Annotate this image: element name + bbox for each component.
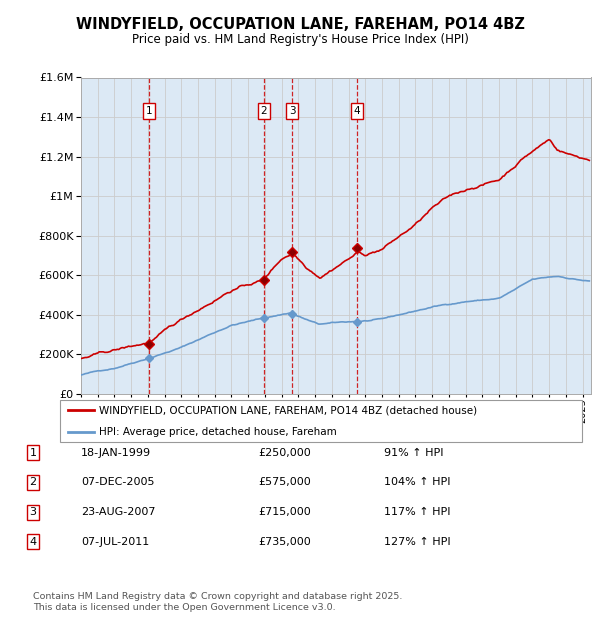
Text: 3: 3 bbox=[29, 507, 37, 517]
Text: £250,000: £250,000 bbox=[258, 448, 311, 458]
Text: WINDYFIELD, OCCUPATION LANE, FAREHAM, PO14 4BZ (detached house): WINDYFIELD, OCCUPATION LANE, FAREHAM, PO… bbox=[99, 405, 477, 415]
Text: 117% ↑ HPI: 117% ↑ HPI bbox=[384, 507, 451, 517]
Text: HPI: Average price, detached house, Fareham: HPI: Average price, detached house, Fare… bbox=[99, 427, 337, 436]
Text: 4: 4 bbox=[29, 537, 37, 547]
Text: 2: 2 bbox=[29, 477, 37, 487]
Text: 1: 1 bbox=[29, 448, 37, 458]
Text: Contains HM Land Registry data © Crown copyright and database right 2025.: Contains HM Land Registry data © Crown c… bbox=[33, 592, 403, 601]
Text: 07-JUL-2011: 07-JUL-2011 bbox=[81, 537, 149, 547]
Text: 104% ↑ HPI: 104% ↑ HPI bbox=[384, 477, 451, 487]
Text: £575,000: £575,000 bbox=[258, 477, 311, 487]
Text: 91% ↑ HPI: 91% ↑ HPI bbox=[384, 448, 443, 458]
Text: 3: 3 bbox=[289, 106, 296, 116]
Text: 4: 4 bbox=[354, 106, 361, 116]
Text: WINDYFIELD, OCCUPATION LANE, FAREHAM, PO14 4BZ: WINDYFIELD, OCCUPATION LANE, FAREHAM, PO… bbox=[76, 17, 524, 32]
Text: 23-AUG-2007: 23-AUG-2007 bbox=[81, 507, 155, 517]
Text: This data is licensed under the Open Government Licence v3.0.: This data is licensed under the Open Gov… bbox=[33, 603, 335, 612]
Text: £715,000: £715,000 bbox=[258, 507, 311, 517]
Text: 127% ↑ HPI: 127% ↑ HPI bbox=[384, 537, 451, 547]
Text: 1: 1 bbox=[145, 106, 152, 116]
Text: £735,000: £735,000 bbox=[258, 537, 311, 547]
Text: Price paid vs. HM Land Registry's House Price Index (HPI): Price paid vs. HM Land Registry's House … bbox=[131, 33, 469, 45]
FancyBboxPatch shape bbox=[60, 400, 582, 442]
Text: 2: 2 bbox=[260, 106, 267, 116]
Text: 18-JAN-1999: 18-JAN-1999 bbox=[81, 448, 151, 458]
Text: 07-DEC-2005: 07-DEC-2005 bbox=[81, 477, 155, 487]
